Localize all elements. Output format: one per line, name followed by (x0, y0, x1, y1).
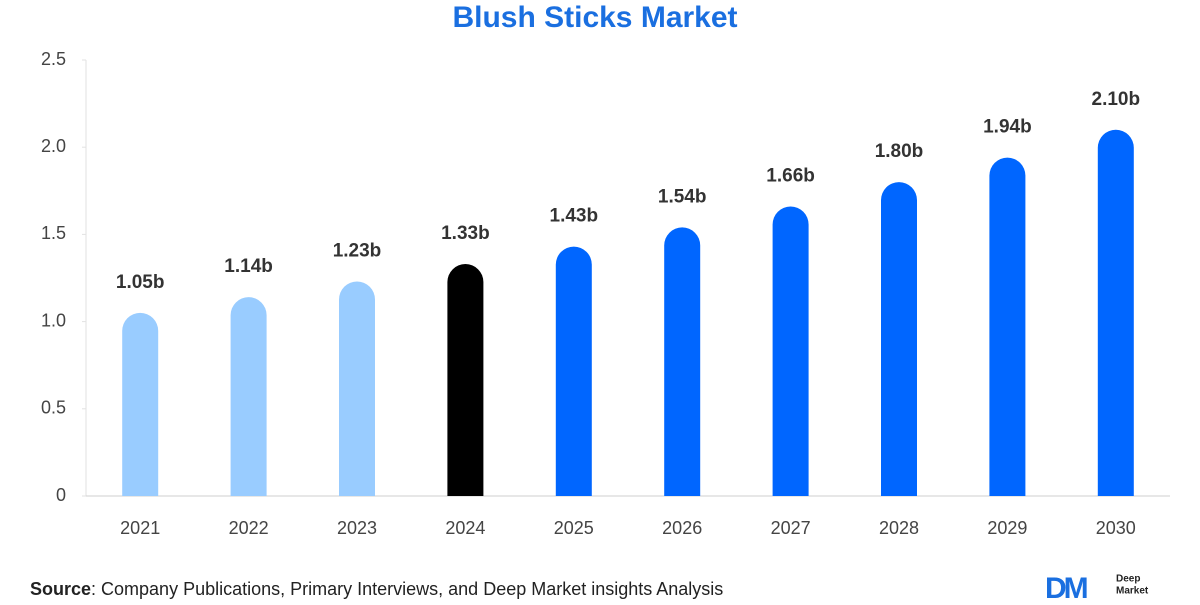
bar (881, 182, 917, 496)
bar (230, 297, 267, 496)
bar (339, 281, 375, 496)
logo-mark: DM (1045, 572, 1087, 600)
logo-text: Deep (1116, 574, 1140, 585)
bar (555, 246, 592, 496)
value-label: 1.80b (875, 141, 924, 162)
y-tick-label: 2.5 (41, 49, 66, 69)
x-tick-label: 2024 (445, 518, 485, 538)
bar (989, 157, 1026, 496)
value-label: 1.54b (658, 186, 707, 207)
y-tick-label: 1.0 (41, 310, 66, 330)
y-tick-label: 0.5 (41, 398, 66, 418)
x-tick-label: 2030 (1096, 518, 1136, 538)
value-label: 2.10b (1092, 89, 1141, 110)
x-tick-label: 2021 (120, 518, 160, 538)
chart-title: Blush Sticks Market (452, 1, 737, 34)
value-label: 1.05b (116, 272, 165, 293)
x-tick-label: 2027 (771, 518, 811, 538)
x-tick-label: 2025 (554, 518, 594, 538)
bar (772, 206, 809, 496)
value-label: 1.66b (766, 166, 815, 187)
source-text: : Company Publications, Primary Intervie… (91, 579, 723, 599)
y-tick-label: 2.0 (41, 136, 66, 156)
value-label: 1.43b (550, 206, 599, 227)
x-tick-label: 2023 (337, 518, 377, 538)
bar (447, 264, 484, 496)
x-tick-label: 2026 (662, 518, 702, 538)
x-tick-label: 2029 (987, 518, 1027, 538)
y-tick-label: 0 (56, 485, 66, 505)
source-label: Source (30, 579, 91, 599)
bar (122, 312, 159, 496)
value-label: 1.33b (441, 223, 490, 244)
logo-text: Market (1116, 586, 1149, 597)
bar (664, 227, 701, 496)
bar (1097, 129, 1134, 496)
value-label: 1.23b (333, 241, 382, 262)
x-tick-label: 2028 (879, 518, 919, 538)
value-label: 1.94b (983, 117, 1032, 138)
y-tick-label: 1.5 (41, 223, 66, 243)
source-note: Source: Company Publications, Primary In… (30, 579, 723, 599)
value-label: 1.14b (224, 256, 273, 277)
x-tick-label: 2022 (229, 518, 269, 538)
